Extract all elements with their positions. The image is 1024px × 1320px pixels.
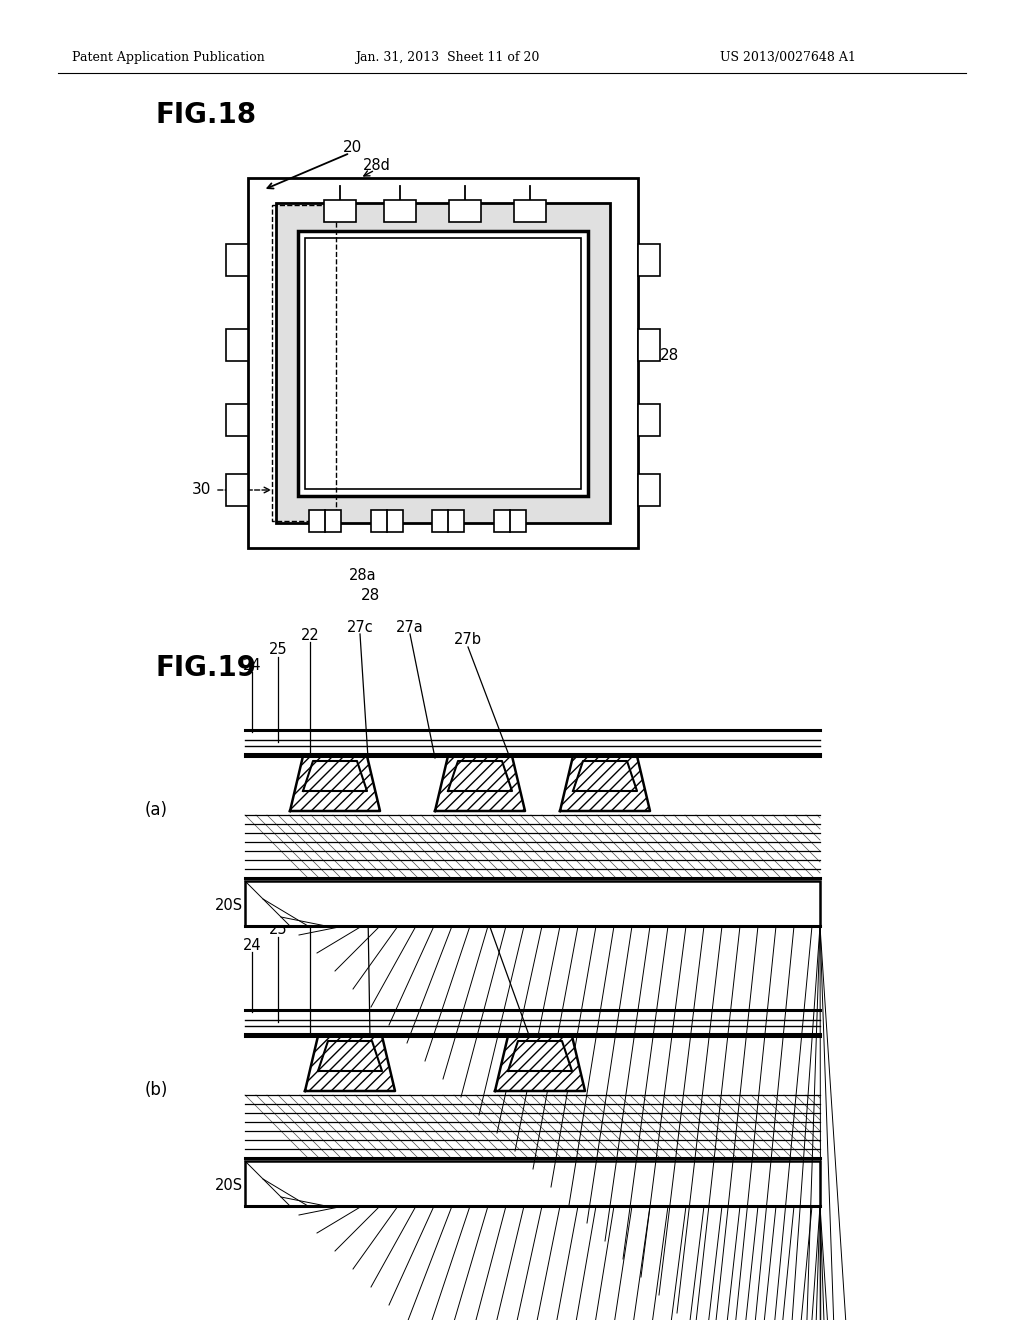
Polygon shape (303, 762, 367, 791)
Text: 20: 20 (343, 140, 362, 154)
Bar (494, 510, 526, 532)
Text: 27b: 27b (454, 632, 482, 648)
Text: 28: 28 (360, 587, 380, 602)
Bar (638, 329, 660, 360)
Bar (309, 510, 341, 532)
Bar (638, 244, 660, 276)
Text: 22: 22 (301, 908, 319, 923)
Bar (449, 201, 481, 222)
Polygon shape (449, 762, 512, 791)
Text: FIG.18: FIG.18 (155, 102, 256, 129)
Text: US 2013/0027648 A1: US 2013/0027648 A1 (720, 50, 856, 63)
Polygon shape (305, 1036, 395, 1092)
Text: 28: 28 (660, 347, 679, 363)
Bar (638, 404, 660, 436)
Text: 23a: 23a (590, 898, 617, 912)
Bar (324, 201, 356, 222)
Bar (245, 1162, 820, 1206)
Bar (226, 244, 248, 276)
Bar (276, 203, 610, 523)
Bar (305, 238, 581, 488)
Bar (371, 510, 403, 532)
Text: 27: 27 (388, 433, 408, 447)
Text: Patent Application Publication: Patent Application Publication (72, 50, 265, 63)
Bar (226, 474, 248, 506)
Text: 23a: 23a (590, 1177, 617, 1192)
Bar (432, 510, 464, 532)
Text: 27a: 27a (354, 899, 382, 915)
Text: 20S: 20S (215, 898, 243, 912)
Polygon shape (508, 1041, 572, 1071)
Bar (226, 329, 248, 360)
Text: 28a: 28a (349, 568, 377, 582)
Bar (248, 178, 638, 548)
Bar (638, 474, 660, 506)
Polygon shape (318, 1041, 382, 1071)
Polygon shape (573, 762, 637, 791)
Text: 22: 22 (301, 627, 319, 643)
Text: 24: 24 (243, 657, 261, 672)
Text: 27b: 27b (476, 912, 504, 928)
Text: 30: 30 (193, 483, 211, 498)
Text: Jan. 31, 2013  Sheet 11 of 20: Jan. 31, 2013 Sheet 11 of 20 (355, 50, 540, 63)
Text: 27a: 27a (432, 414, 460, 429)
Text: 23a: 23a (380, 898, 408, 912)
Text: 27a: 27a (396, 619, 424, 635)
Text: 25: 25 (268, 643, 288, 657)
Text: 20S: 20S (215, 1177, 243, 1192)
Bar (298, 231, 588, 496)
Text: 28d: 28d (362, 157, 391, 173)
Text: (b): (b) (145, 1081, 168, 1100)
Text: FIG.19: FIG.19 (155, 653, 256, 682)
Text: (a): (a) (145, 801, 168, 818)
Polygon shape (435, 756, 525, 810)
Bar (226, 404, 248, 436)
Text: 27c: 27c (347, 619, 374, 635)
Text: 24: 24 (243, 937, 261, 953)
Polygon shape (560, 756, 650, 810)
Bar (245, 880, 820, 927)
Bar (514, 201, 546, 222)
Polygon shape (495, 1036, 585, 1092)
Text: 23a: 23a (380, 1177, 408, 1192)
Text: 25: 25 (268, 923, 288, 937)
Bar (384, 201, 416, 222)
Polygon shape (290, 756, 380, 810)
